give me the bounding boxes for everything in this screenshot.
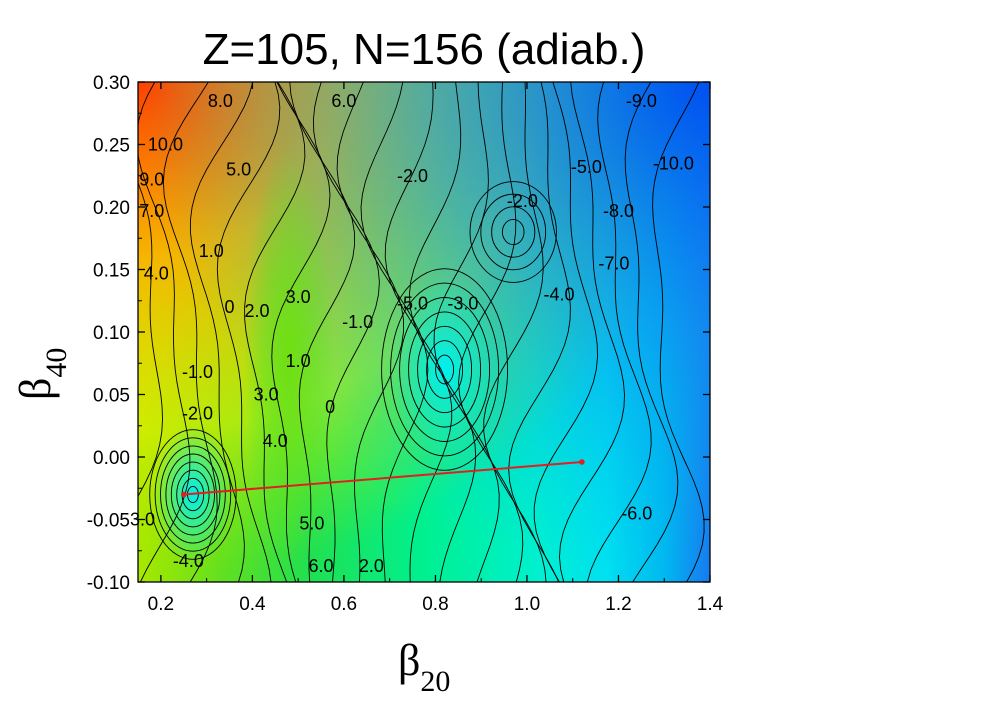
contour-label: 6.0 — [331, 91, 356, 111]
contour-label: -3.0 — [447, 293, 478, 313]
contour-line — [469, 181, 557, 283]
contour-label: 2.0 — [359, 556, 384, 576]
contour-label: -4.0 — [173, 551, 204, 571]
contour-line — [501, 218, 525, 246]
contour-label: 4.0 — [144, 263, 169, 283]
contour-line — [390, 282, 500, 457]
contour-line — [533, 82, 598, 582]
contour-label: -8.0 — [603, 201, 634, 221]
path-point — [579, 459, 585, 465]
contour-line — [458, 82, 524, 582]
contour-line — [491, 206, 536, 258]
contour-line — [289, 82, 356, 582]
contour-line — [417, 325, 473, 414]
contour-label: -4.0 — [543, 285, 574, 305]
contour-line — [312, 82, 380, 582]
contour-line — [138, 181, 163, 498]
contour-line — [160, 445, 226, 544]
contour-label: 5.0 — [226, 160, 251, 180]
contour-line — [384, 82, 453, 582]
y-tick-label: 0.25 — [93, 136, 130, 157]
contour-label: -2.0 — [397, 166, 428, 186]
y-tick-label: 0.05 — [93, 386, 130, 407]
contour-label: 5.0 — [299, 513, 324, 533]
x-tick-label: 1.0 — [514, 594, 540, 615]
x-tick-label: 0.6 — [331, 594, 357, 615]
y-tick-label: -0.10 — [87, 573, 130, 594]
x-tick-label: 0.2 — [148, 594, 174, 615]
contour-label: -1.0 — [182, 362, 213, 382]
contour-line — [381, 268, 509, 471]
contour-line — [586, 82, 652, 582]
contour-line — [154, 437, 232, 552]
fission-path — [180, 459, 585, 498]
contour-label: -2.0 — [182, 403, 213, 423]
contour-line — [176, 469, 210, 520]
x-tick-label: 1.2 — [605, 594, 631, 615]
contour-label: 9.0 — [139, 170, 164, 190]
contour-label: -2.0 — [507, 191, 538, 211]
path-point — [180, 491, 187, 498]
contour-lines — [138, 82, 705, 582]
y-axis: -0.10 -0.05 0.00 0.05 0.10 0.15 0.20 0.25 0.30 — [87, 73, 710, 594]
contour-line — [508, 82, 571, 582]
contour-line — [244, 82, 306, 582]
contour-label: 1.0 — [199, 241, 224, 261]
contour-line — [559, 82, 625, 582]
y-axis-label: β40 — [11, 348, 73, 400]
contour-label: 0 — [325, 397, 335, 417]
contour-line — [149, 429, 237, 560]
contour-label: 3.0 — [254, 385, 279, 405]
contour-label: 8.0 — [208, 91, 233, 111]
plot-area — [138, 82, 710, 582]
contour-line — [483, 82, 547, 582]
contour-line — [435, 354, 455, 385]
y-tick-label: 0.10 — [93, 323, 130, 344]
contour-line — [170, 461, 215, 528]
x-tick-label: 0.4 — [239, 594, 266, 615]
y-tick-label: 0.20 — [93, 198, 130, 219]
contour-line — [433, 82, 500, 582]
contour-line — [138, 82, 191, 582]
contour-label: 6.0 — [309, 556, 334, 576]
contour-label: -5.0 — [571, 157, 602, 177]
contour-label: 3.0 — [286, 287, 311, 307]
contour-line — [624, 82, 679, 582]
contour-label: -5.0 — [397, 293, 428, 313]
y-tick-label: 0.30 — [93, 73, 130, 94]
x-tick-label: 1.4 — [697, 594, 724, 615]
x-axis: 0.2 0.4 0.6 0.8 1.0 1.2 1.4 — [148, 82, 724, 615]
contour-label: 7.0 — [139, 201, 164, 221]
y-tick-label: 0.00 — [93, 448, 130, 469]
contour-label: 4.0 — [263, 431, 288, 451]
y-tick-label: 0.15 — [93, 261, 130, 282]
contour-label: 10.0 — [148, 135, 183, 155]
contour-label: -7.0 — [598, 253, 629, 273]
contour-label: -9.0 — [626, 91, 657, 111]
contour-label: 2.0 — [244, 301, 269, 321]
contour-line — [162, 82, 218, 582]
contour-labels: 8.0 6.0 -9.0 10.0 5.0 -2.0 -5.0 -10.0 9.0 -2.0 7.0… — [130, 91, 694, 576]
contour-line — [360, 82, 429, 582]
contour-line — [652, 82, 705, 582]
x-axis-label: β20 — [398, 636, 450, 698]
contour-line — [408, 82, 477, 582]
path-line — [183, 461, 582, 496]
contour-label: -6.0 — [621, 503, 652, 523]
y-tick-label: -0.05 — [87, 511, 130, 532]
chart-title: Z=105, N=156 (adiab.) — [203, 25, 646, 74]
x-tick-label: 0.8 — [422, 594, 448, 615]
contour-line — [408, 311, 482, 428]
contour-line — [189, 82, 254, 582]
contour-label: 3.0 — [130, 510, 155, 530]
contour-label: 1.0 — [286, 351, 311, 371]
contour-line — [216, 82, 281, 582]
contour-label: -1.0 — [342, 312, 373, 332]
contour-line — [165, 453, 221, 536]
contour-line — [426, 340, 464, 399]
contour-label: -10.0 — [653, 153, 694, 173]
contour-line — [336, 82, 404, 582]
contour-label: 0 — [225, 297, 235, 317]
